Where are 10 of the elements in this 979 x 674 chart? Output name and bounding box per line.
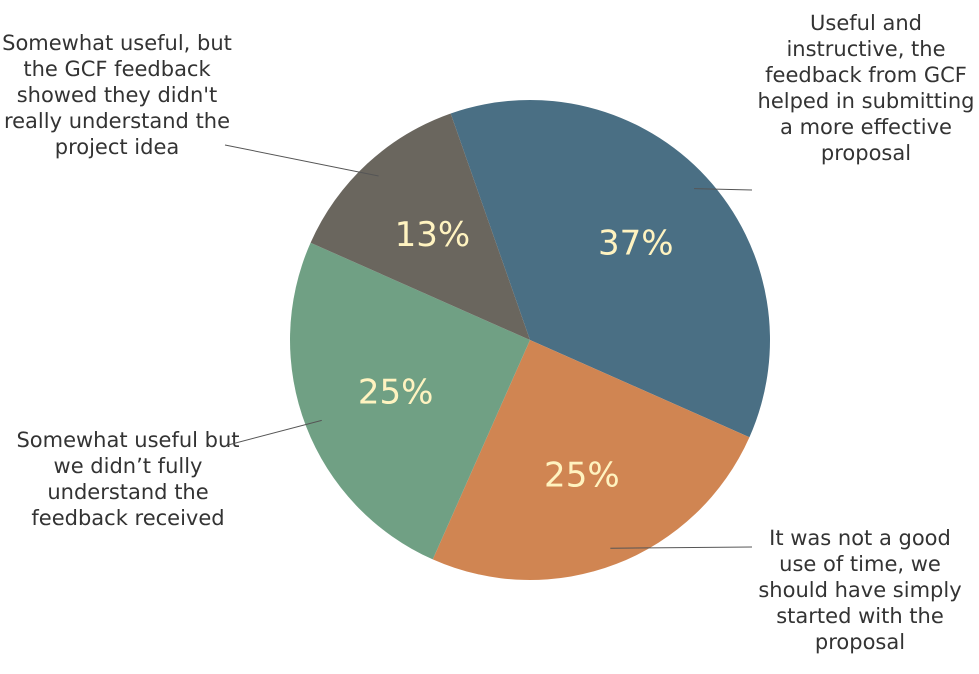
slice-label: It was not a good use of time, we should have simply started with the proposal	[758, 526, 962, 654]
data-label: 37%	[598, 223, 674, 264]
data-label: 13%	[394, 215, 470, 256]
slice-label: Useful and instructive, the feedback from GCF helped in submitting a more effective proposal	[758, 11, 974, 165]
slice-label: Somewhat useful but we didn’t fully understand the feedback received	[16, 428, 240, 530]
data-label: 25%	[358, 372, 434, 413]
slice-label: Somewhat useful, but the GCF feedback showed they didn't really understand the project idea	[2, 31, 232, 159]
pie-slice	[310, 113, 530, 340]
pie-slice	[432, 340, 750, 580]
data-label: 25%	[544, 455, 620, 496]
